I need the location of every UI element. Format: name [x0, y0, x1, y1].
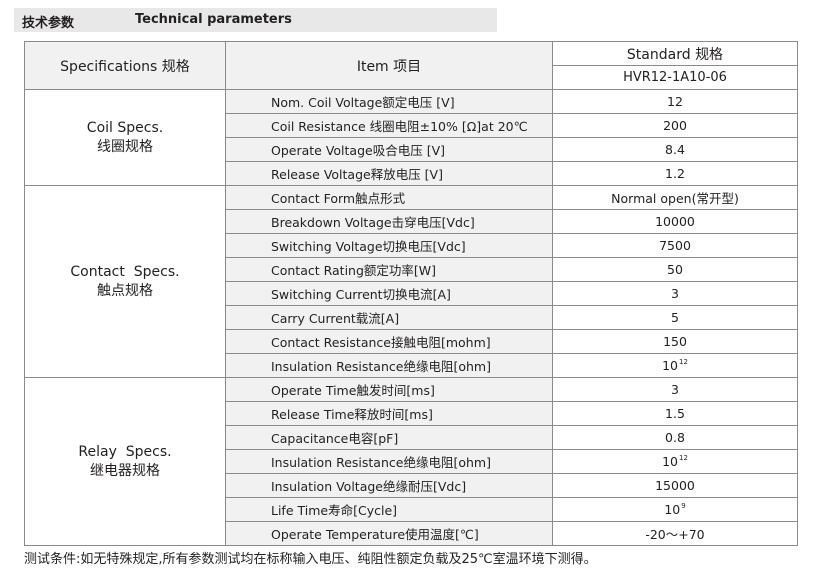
- spec-group-cell: Contact Specs. 触点规格: [24, 185, 226, 378]
- parameter-item: Insulation Resistance绝缘电阻[ohm]: [225, 449, 553, 474]
- parameter-value-cell: 10000: [552, 209, 798, 234]
- parameter-item: Insulation Resistance绝缘电阻[ohm]: [225, 353, 553, 378]
- table-row: Operate Voltage吸合电压 [V] 8.4: [25, 137, 798, 162]
- section-title-en: Technical parameters: [135, 12, 292, 27]
- parameter-item: Release Voltage释放电压 [V]: [225, 161, 553, 186]
- parameter-value: 200: [663, 118, 687, 133]
- parameter-item: Breakdown Voltage击穿电压[Vdc]: [225, 209, 553, 234]
- parameter-value-cell: 15000: [552, 473, 798, 498]
- parameter-value: 5: [671, 310, 679, 325]
- parameter-value-cell: 3: [552, 281, 798, 306]
- parameter-value: 10: [664, 502, 681, 517]
- table-row: Contact Resistance接触电阻[mohm] 150: [25, 329, 798, 354]
- table-row: Release Voltage释放电压 [V] 1.2: [25, 161, 798, 186]
- table-row: Release Time释放时间[ms] 1.5: [25, 401, 798, 426]
- spec-group-name-en: Contact Specs.: [70, 263, 180, 280]
- parameter-item: Contact Form触点形式: [225, 185, 553, 210]
- table-row: Contact Specs. 触点规格 Contact Form触点形式 Normal…: [24, 185, 798, 378]
- parameter-value-cell: 3: [552, 377, 798, 402]
- spec-group-name-cn: 触点规格: [97, 282, 153, 299]
- table-row: Relay Specs. 继电器规格 Operate Time触发时间[ms] 3: [24, 377, 798, 546]
- parameter-value: 12: [667, 94, 683, 109]
- spec-group-cell: Coil Specs. 线圈规格: [24, 89, 226, 186]
- table-header-model-row: HVR12-1A10-06: [25, 65, 798, 90]
- table-header-row: Specifications 规格 Item 项目 Standard 规格: [24, 41, 798, 90]
- parameter-value-cell: -20～+70: [552, 521, 798, 546]
- table-row: Life Time寿命[Cycle] 109: [25, 497, 798, 522]
- test-conditions-note: 测试条件:如无特殊规定,所有参数测试均在标称输入电压、纯阻性额定负载及25℃室温…: [24, 552, 597, 567]
- table-row: Contact Rating额定功率[W] 50: [25, 257, 798, 282]
- parameter-value: -20～+70: [645, 527, 705, 542]
- parameter-item: Insulation Voltage绝缘耐压[Vdc]: [225, 473, 553, 498]
- parameter-value: 10000: [655, 214, 695, 229]
- parameter-item: Life Time寿命[Cycle]: [225, 497, 553, 522]
- parameter-value-cell: 200: [552, 113, 798, 138]
- parameter-value: 1.5: [665, 406, 685, 421]
- table-row: Insulation Voltage绝缘耐压[Vdc] 15000: [25, 473, 798, 498]
- model-number: HVR12-1A10-06: [552, 65, 798, 90]
- parameter-item: Contact Resistance接触电阻[mohm]: [225, 329, 553, 354]
- column-header-standard: Standard 规格: [552, 41, 798, 66]
- parameter-value: Normal open(常开型): [611, 191, 739, 206]
- table-row: Insulation Resistance绝缘电阻[ohm] 1012: [25, 449, 798, 474]
- parameter-item: Release Time释放时间[ms]: [225, 401, 553, 426]
- parameter-item: Contact Rating额定功率[W]: [225, 257, 553, 282]
- parameter-value-exponent: 12: [678, 358, 688, 366]
- table-row: Switching Current切换电流[A] 3: [25, 281, 798, 306]
- section-header-bar: [14, 8, 497, 32]
- parameter-value: 0.8: [665, 430, 685, 445]
- parameter-value-cell: 1012: [552, 449, 798, 474]
- spec-group-name-cn: 线圈规格: [97, 138, 153, 155]
- spec-group-name-en: Coil Specs.: [86, 119, 164, 136]
- parameter-value: 10: [662, 454, 678, 469]
- parameter-value-exponent: 12: [678, 454, 688, 462]
- parameter-value: 150: [663, 334, 687, 349]
- parameter-value: 15000: [655, 478, 695, 493]
- section-title-cn: 技术参数: [22, 16, 75, 31]
- table-row: Operate Temperature使用温度[℃] -20～+70: [25, 521, 798, 546]
- parameter-item: Carry Current载流[A]: [225, 305, 553, 330]
- parameter-value-cell: 12: [552, 89, 798, 114]
- parameter-value-cell: 7500: [552, 233, 798, 258]
- parameter-value: 3: [671, 286, 679, 301]
- table-row: Switching Voltage切换电压[Vdc] 7500: [25, 233, 798, 258]
- parameter-value: 50: [667, 262, 683, 277]
- parameter-item: Operate Temperature使用温度[℃]: [225, 521, 553, 546]
- parameter-item: Nom. Coil Voltage额定电压 [V]: [225, 89, 553, 114]
- parameter-value-cell: 150: [552, 329, 798, 354]
- parameter-value: 8.4: [665, 142, 685, 157]
- table-row: Breakdown Voltage击穿电压[Vdc] 10000: [25, 209, 798, 234]
- spec-group-name-cn: 继电器规格: [90, 462, 160, 479]
- spec-group-cell: Relay Specs. 继电器规格: [24, 377, 226, 546]
- parameter-value: 3: [671, 382, 679, 397]
- parameter-item: Operate Voltage吸合电压 [V]: [225, 137, 553, 162]
- parameter-value-cell: 109: [552, 497, 798, 522]
- parameter-item: Switching Voltage切换电压[Vdc]: [225, 233, 553, 258]
- parameter-value: 1.2: [665, 166, 685, 181]
- parameter-item: Capacitance电容[pF]: [225, 425, 553, 450]
- parameter-value-cell: 1.2: [552, 161, 798, 186]
- table-row: Insulation Resistance绝缘电阻[ohm] 1012: [25, 353, 798, 378]
- parameter-value-cell: 5: [552, 305, 798, 330]
- parameter-value-cell: 8.4: [552, 137, 798, 162]
- technical-parameters-table: Specifications 规格 Item 项目 Standard 规格 HV…: [24, 41, 798, 546]
- parameter-item: Switching Current切换电流[A]: [225, 281, 553, 306]
- spec-group-name-en: Relay Specs.: [78, 443, 172, 460]
- column-header-item: Item 项目: [225, 41, 553, 90]
- parameter-value-exponent: 9: [681, 502, 686, 510]
- parameter-item: Coil Resistance 线圈电阻±10% [Ω]at 20℃: [225, 113, 553, 138]
- table-row: Coil Resistance 线圈电阻±10% [Ω]at 20℃ 200: [25, 113, 798, 138]
- parameter-value-cell: 1.5: [552, 401, 798, 426]
- parameter-value-cell: Normal open(常开型): [552, 185, 798, 210]
- parameter-value: 10: [662, 358, 678, 373]
- table-row: Coil Specs. 线圈规格 Nom. Coil Voltage额定电压 [V]…: [24, 89, 798, 186]
- parameter-value-cell: 1012: [552, 353, 798, 378]
- parameter-value-cell: 0.8: [552, 425, 798, 450]
- column-header-specifications: Specifications 规格: [24, 41, 226, 90]
- parameter-item: Operate Time触发时间[ms]: [225, 377, 553, 402]
- parameter-value: 7500: [659, 238, 691, 253]
- parameter-value-cell: 50: [552, 257, 798, 282]
